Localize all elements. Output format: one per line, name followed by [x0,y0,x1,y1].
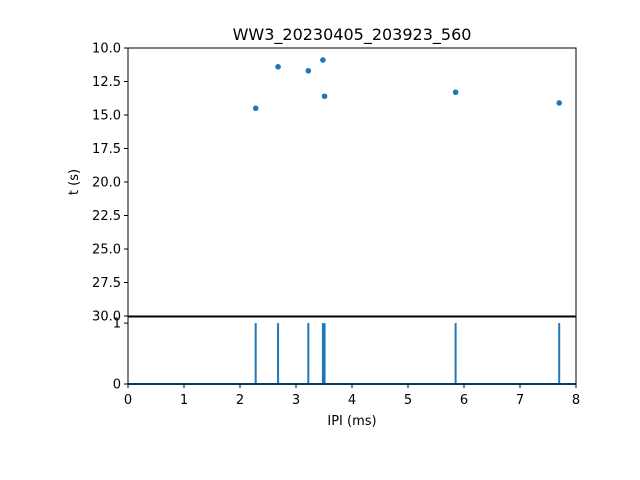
top-y-tick-label: 10.0 [92,42,121,57]
top-y-tick-label: 22.5 [92,209,121,224]
scatter-point [452,89,459,96]
top-scatter-points [252,57,562,112]
top-axes: 10.0 12.5 15.0 17.5 20.0 22.5 25.0 27.5 30.0 t (… [67,42,577,325]
x-tick-label: 3 [292,393,300,408]
top-y-tick-label: 15.0 [92,109,121,124]
scatter-point [305,67,312,74]
x-tick-label: 4 [348,393,356,408]
scatter-point [252,105,259,112]
x-axis-label: IPI (ms) [327,414,376,429]
bottom-x-ticks: 0 1 2 3 4 5 6 7 8 [124,384,580,408]
x-tick-label: 2 [236,393,244,408]
top-y-axis-label: t (s) [67,169,82,195]
chart-title: WW3_20230405_203923_560 [233,25,472,45]
x-tick-label: 7 [516,393,524,408]
x-tick-label: 6 [460,393,468,408]
top-axes-frame [127,47,577,317]
bottom-y-ticks: 01 [113,317,128,393]
x-tick-label: 8 [572,393,580,408]
top-y-ticks: 10.0 12.5 15.0 17.5 20.0 22.5 25.0 27.5 30.0 [92,42,128,325]
bottom-y-tick-label: 1 [113,317,121,332]
x-tick-label: 0 [124,393,132,408]
bottom-axes-frame [127,316,577,385]
x-tick-label: 5 [404,393,412,408]
scatter-point [275,63,281,70]
top-y-tick-label: 25.0 [92,243,121,258]
scatter-point [556,100,562,106]
x-tick-label: 1 [180,393,188,408]
top-y-tick-label: 12.5 [92,75,121,90]
top-y-tick-label: 17.5 [92,142,121,157]
top-y-tick-label: 27.5 [92,276,121,291]
scatter-point [321,93,328,100]
top-y-tick-label: 30.0 [92,310,121,325]
scatter-point [320,57,326,63]
top-y-tick-label: 20.0 [92,176,121,191]
bottom-y-tick-label: 0 [113,378,121,393]
